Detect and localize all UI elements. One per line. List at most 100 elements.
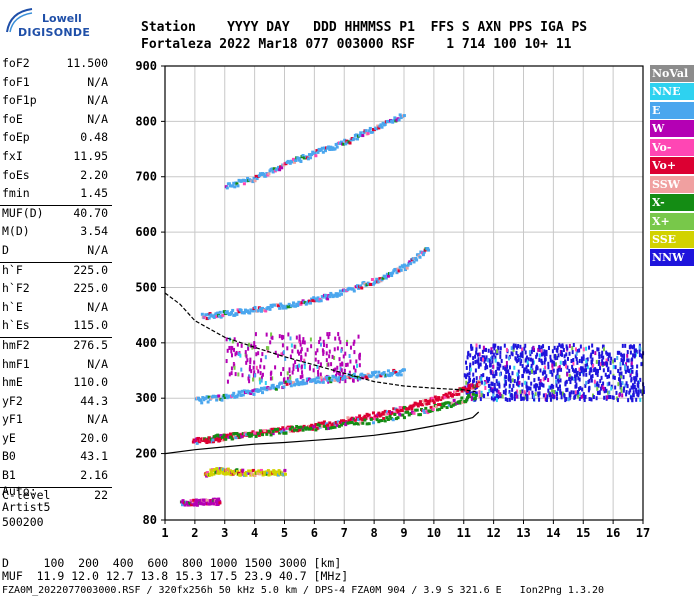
- echo-point: [252, 392, 256, 396]
- echo-point: [345, 362, 348, 367]
- echo-point: [215, 315, 219, 319]
- echo-point: [362, 280, 366, 284]
- echo-point: [523, 346, 526, 351]
- echo-point: [418, 255, 422, 259]
- echo-point: [235, 469, 239, 473]
- echo-point: [321, 380, 325, 384]
- echo-point: [253, 373, 256, 378]
- echo-point: [573, 376, 576, 381]
- echo-point: [538, 397, 541, 402]
- echo-point: [553, 345, 556, 350]
- echo-point: [298, 334, 301, 339]
- echo-point: [441, 396, 445, 400]
- echo-point: [544, 357, 547, 362]
- echo-point: [640, 362, 643, 367]
- echo-point: [240, 343, 243, 348]
- echo-point: [620, 371, 623, 376]
- echo-point: [564, 382, 567, 387]
- x-tick-label: 1: [161, 526, 168, 540]
- echo-point: [439, 398, 443, 402]
- echo-point: [631, 345, 634, 350]
- echo-point: [255, 177, 259, 181]
- echo-point: [374, 417, 378, 421]
- echo-point: [553, 354, 556, 359]
- echo-point: [287, 302, 291, 306]
- echo-point: [390, 417, 394, 421]
- echo-point: [327, 335, 330, 340]
- y-tick-label: 80: [143, 513, 157, 527]
- echo-point: [579, 344, 582, 349]
- echo-point: [542, 344, 545, 349]
- echo-point: [549, 385, 552, 390]
- echo-point: [335, 370, 338, 375]
- echo-point: [317, 373, 320, 378]
- echo-point: [464, 374, 467, 379]
- echo-point: [484, 363, 487, 368]
- echo-point: [340, 368, 343, 373]
- echo-point: [538, 357, 541, 362]
- echo-point: [491, 389, 494, 394]
- echo-point: [478, 363, 481, 368]
- echo-point: [571, 364, 574, 369]
- echo-point: [545, 349, 548, 354]
- echo-point: [295, 364, 298, 369]
- echo-point: [637, 393, 640, 398]
- param-row: B1 2.16: [0, 468, 112, 487]
- echo-point: [467, 351, 470, 356]
- echo-point: [391, 371, 395, 375]
- param-name: h`E: [2, 299, 23, 314]
- echo-point: [635, 370, 638, 375]
- echo-point: [565, 397, 568, 402]
- echo-point: [299, 349, 302, 354]
- echo-point: [338, 336, 341, 341]
- param-name: foEs: [2, 167, 30, 182]
- echo-point: [388, 414, 392, 418]
- echo-point: [297, 351, 300, 356]
- echo-point: [318, 424, 322, 428]
- echo-point: [317, 369, 320, 374]
- echo-point: [568, 351, 571, 356]
- echo-point: [421, 251, 425, 255]
- echo-point: [249, 360, 252, 365]
- echo-point: [236, 393, 240, 397]
- echo-point: [263, 365, 266, 370]
- echo-point: [300, 382, 304, 386]
- echo-point: [287, 332, 290, 337]
- echo-point: [429, 405, 433, 409]
- echo-point: [356, 363, 359, 368]
- echo-point: [476, 384, 480, 388]
- echo-point: [300, 355, 303, 360]
- echo-point: [303, 365, 306, 370]
- echo-point: [598, 359, 601, 364]
- echo-point: [521, 364, 524, 369]
- echo-point: [217, 497, 221, 501]
- echo-point: [483, 381, 486, 386]
- echo-point: [527, 369, 530, 374]
- echo-point: [422, 399, 426, 403]
- echo-point: [498, 384, 501, 389]
- echo-point: [378, 419, 382, 423]
- param-value: 2.20: [80, 167, 108, 182]
- echo-point: [607, 395, 610, 400]
- echo-point: [336, 379, 340, 383]
- echo-point: [552, 384, 555, 389]
- echo-point: [221, 435, 225, 439]
- echo-point: [502, 365, 505, 370]
- echo-point: [289, 336, 292, 341]
- echo-point: [357, 334, 360, 339]
- echo-point: [230, 345, 233, 350]
- echo-point: [538, 385, 541, 390]
- echo-point: [330, 293, 334, 297]
- echo-point: [485, 380, 488, 385]
- echo-point: [588, 397, 591, 402]
- echo-point: [409, 262, 413, 266]
- echo-point: [266, 471, 270, 475]
- echo-point: [490, 370, 493, 375]
- echo-point: [469, 364, 472, 369]
- echo-point: [297, 158, 301, 162]
- echo-point: [633, 349, 636, 354]
- echo-point: [315, 149, 319, 153]
- echo-point: [526, 360, 529, 365]
- echo-point: [597, 347, 600, 352]
- echo-point: [382, 416, 386, 420]
